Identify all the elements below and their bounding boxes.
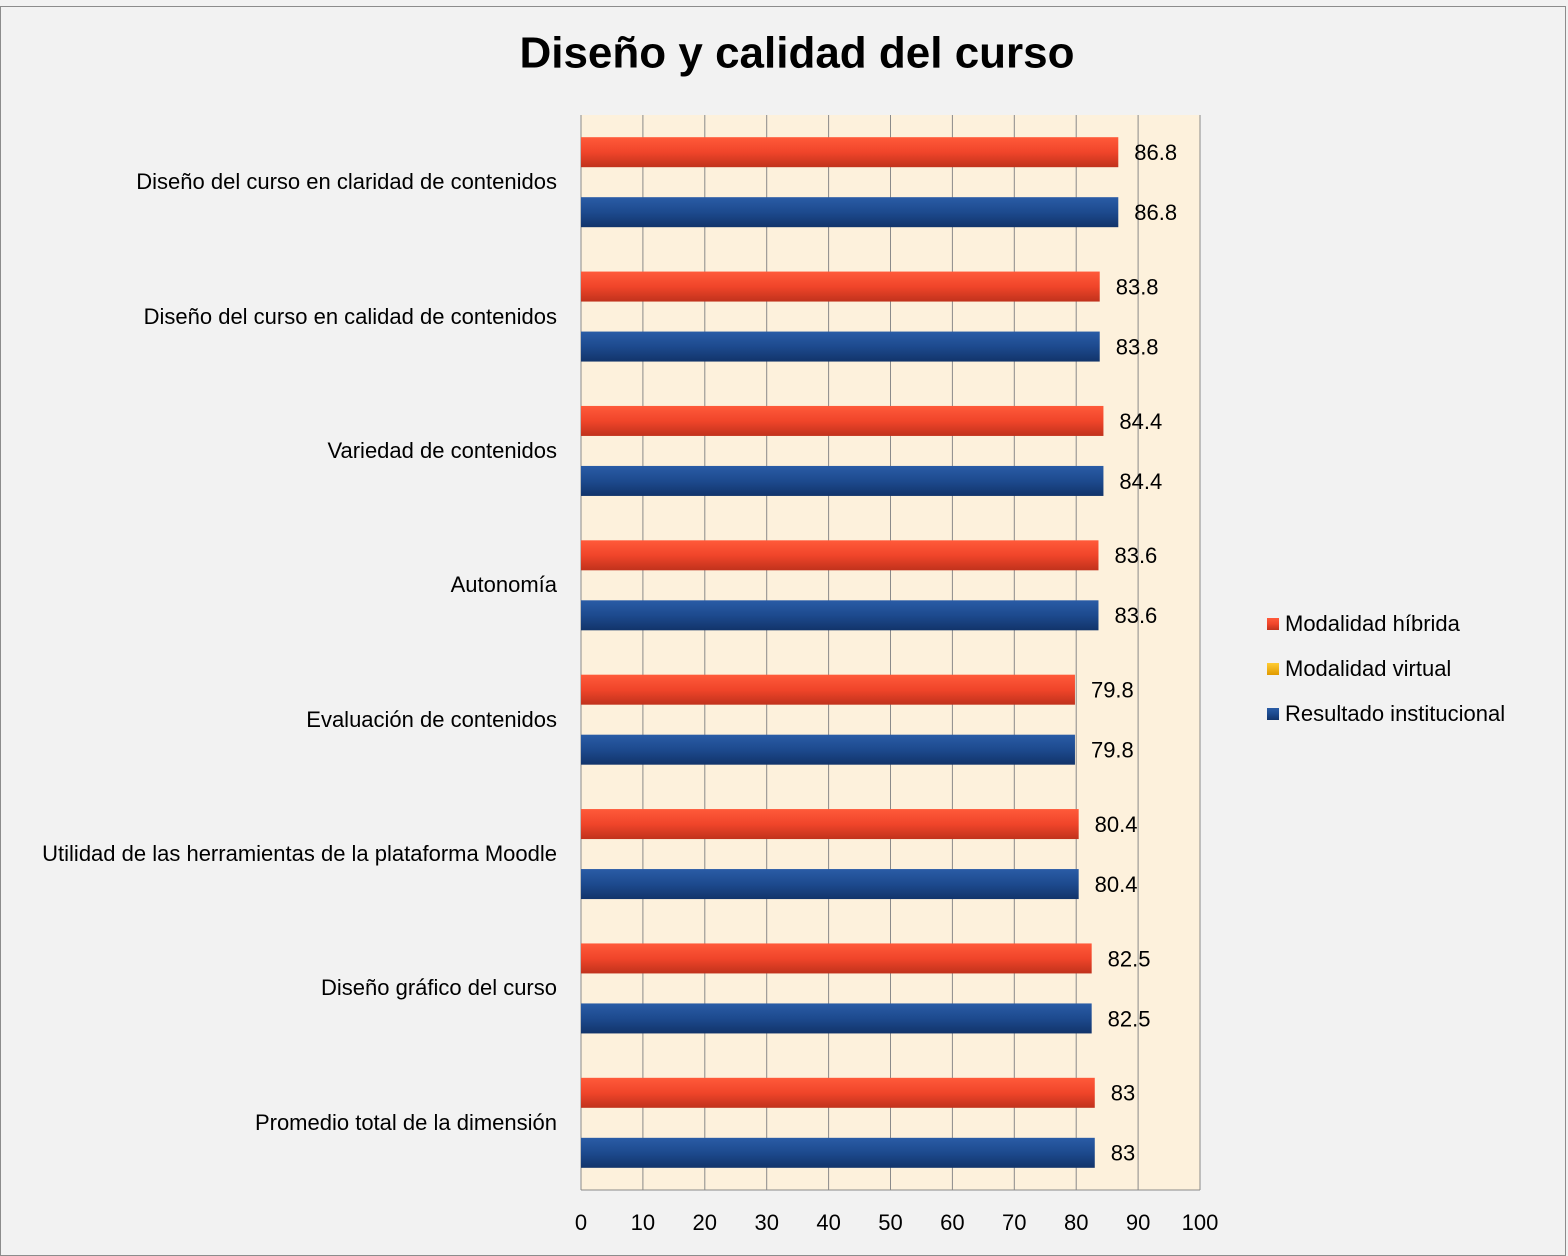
y-tick-label-box: Diseño del curso en calidad de contenido… — [0, 277, 557, 357]
y-tick-label-box: Autonomía — [0, 545, 557, 625]
x-tick-label: 40 — [816, 1210, 840, 1235]
data-label: 80.4 — [1095, 872, 1138, 897]
data-label: 86.8 — [1134, 200, 1177, 225]
x-tick-label: 0 — [575, 1210, 587, 1235]
data-label: 79.8 — [1091, 678, 1134, 703]
data-label: 79.8 — [1091, 738, 1134, 763]
bar — [581, 271, 1100, 302]
bar — [581, 1077, 1095, 1108]
data-label: 83 — [1111, 1081, 1135, 1106]
y-tick-label-box: Variedad de contenidos — [0, 411, 557, 491]
bar — [581, 1137, 1095, 1168]
data-label: 83.6 — [1114, 543, 1157, 568]
y-tick-label: Utilidad de las herramientas de la plata… — [42, 841, 557, 867]
legend-swatch — [1267, 708, 1279, 720]
x-tick-label: 80 — [1064, 1210, 1088, 1235]
y-tick-label-box: Diseño gráfico del curso — [0, 948, 557, 1028]
data-label: 84.4 — [1119, 469, 1162, 494]
legend-swatch — [1267, 663, 1279, 675]
x-tick-label: 70 — [1002, 1210, 1026, 1235]
data-label: 80.4 — [1095, 812, 1138, 837]
chart-title: Diseño y calidad del curso — [519, 29, 1074, 78]
bar — [581, 734, 1075, 765]
legend-swatch — [1267, 618, 1279, 630]
y-tick-label-box: Diseño del curso en claridad de contenid… — [0, 142, 557, 222]
y-tick-label: Diseño del curso en calidad de contenido… — [143, 303, 557, 329]
bar — [581, 197, 1119, 228]
x-tick-label: 50 — [878, 1210, 902, 1235]
bar — [581, 137, 1119, 168]
x-tick-label: 100 — [1182, 1210, 1219, 1235]
data-label: 83.8 — [1116, 274, 1159, 299]
data-label: 83.8 — [1116, 334, 1159, 359]
y-tick-label-box: Evaluación de contenidos — [0, 680, 557, 760]
x-tick-label: 60 — [940, 1210, 964, 1235]
bar — [581, 331, 1100, 362]
x-tick-label: 20 — [693, 1210, 717, 1235]
bar — [581, 540, 1099, 571]
data-label: 83 — [1111, 1141, 1135, 1166]
y-tick-label: Diseño del curso en claridad de contenid… — [136, 169, 557, 195]
bar — [581, 600, 1099, 631]
y-tick-label-box: Promedio total de la dimensión — [0, 1083, 557, 1163]
bar — [581, 869, 1079, 900]
data-label: 82.5 — [1108, 1006, 1151, 1031]
bar — [581, 405, 1104, 436]
data-label: 84.4 — [1119, 409, 1162, 434]
bar — [581, 465, 1104, 496]
x-tick-label: 30 — [754, 1210, 778, 1235]
data-label: 82.5 — [1108, 946, 1151, 971]
bar — [581, 674, 1075, 705]
data-label: 83.6 — [1114, 603, 1157, 628]
legend-label: Modalidad virtual — [1285, 656, 1451, 681]
data-label: 86.8 — [1134, 140, 1177, 165]
y-tick-label: Evaluación de contenidos — [306, 706, 557, 732]
legend-label: Resultado institucional — [1285, 701, 1505, 726]
y-tick-label: Autonomía — [450, 572, 557, 598]
y-tick-label: Diseño gráfico del curso — [320, 975, 557, 1001]
bar — [581, 1003, 1092, 1034]
y-tick-label-box: Utilidad de las herramientas de la plata… — [0, 814, 557, 894]
x-tick-label: 10 — [631, 1210, 655, 1235]
bar — [581, 809, 1079, 840]
legend-label: Modalidad híbrida — [1285, 611, 1461, 636]
y-tick-label: Promedio total de la dimensión — [254, 1109, 557, 1135]
y-tick-label: Variedad de contenidos — [327, 437, 557, 463]
bar — [581, 943, 1092, 974]
x-tick-label: 90 — [1126, 1210, 1150, 1235]
